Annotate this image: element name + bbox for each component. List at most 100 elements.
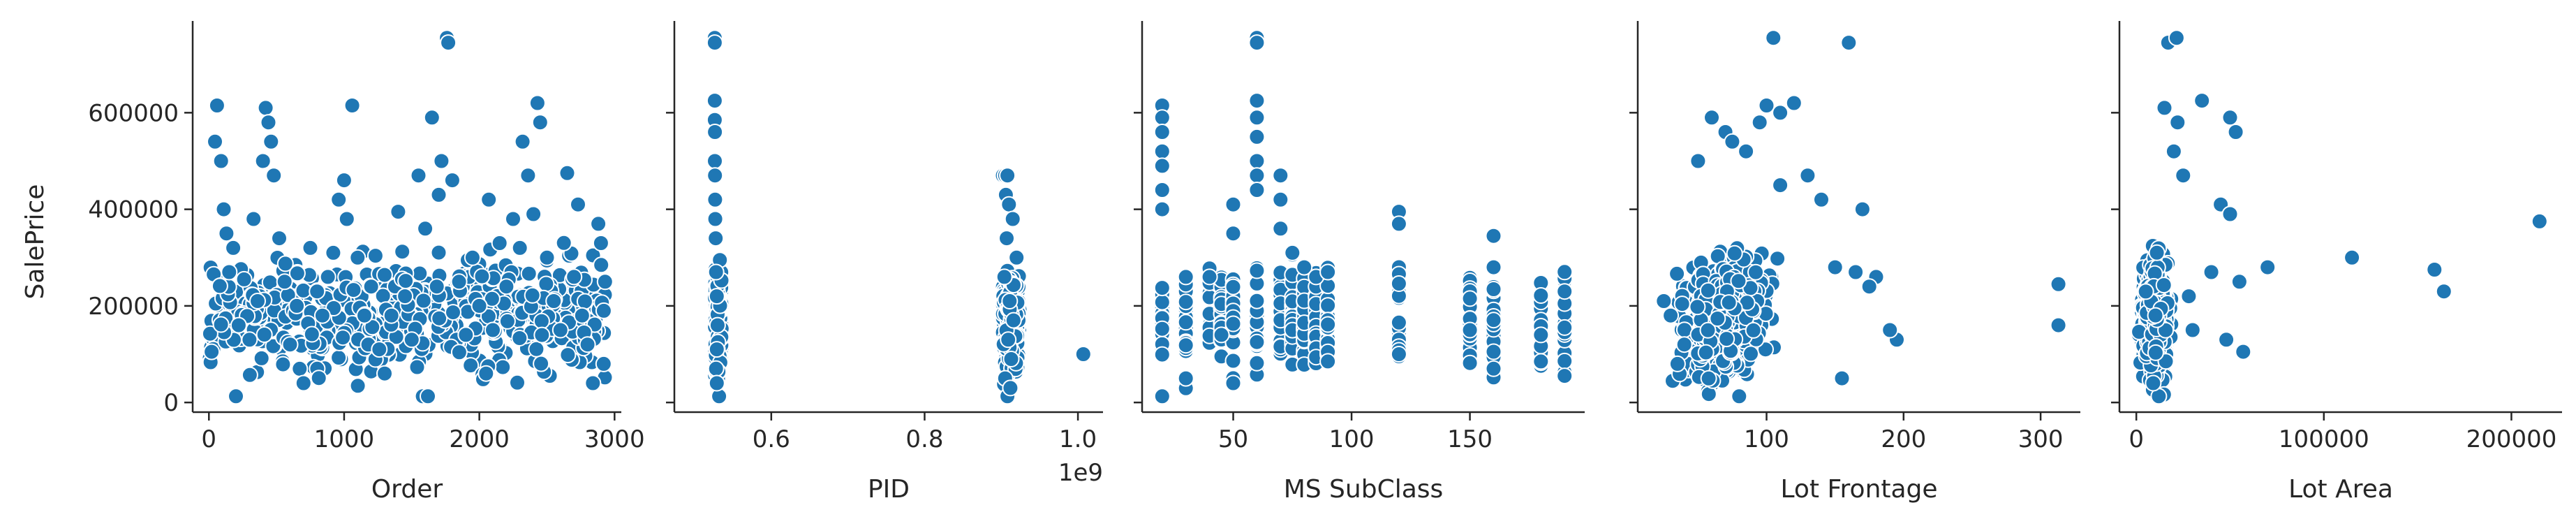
scatter-point	[1826, 258, 1844, 276]
scatter-point	[371, 341, 388, 358]
scatter-point	[545, 293, 563, 309]
scatter-point	[592, 235, 609, 251]
scatter-point	[595, 355, 612, 372]
scatter-point	[349, 249, 367, 266]
scatter-points	[706, 29, 1092, 405]
scatter-point	[1224, 352, 1242, 370]
scatter-point	[473, 268, 491, 285]
scatter-point	[595, 302, 612, 319]
scatter-point	[2147, 307, 2164, 324]
scatter-point	[208, 97, 225, 114]
scatter-point	[256, 326, 273, 343]
scatter-point	[1697, 344, 1715, 361]
scatter-point	[596, 273, 614, 291]
scatter-point	[1853, 200, 1871, 218]
scatter-panel-2: 0.6 0.8 1.0 1e9 PID	[666, 21, 1103, 504]
scatter-point	[1248, 152, 1266, 170]
scatter-point	[228, 388, 244, 405]
y-tick-label: 400000	[88, 196, 179, 224]
scatter-point	[235, 270, 253, 288]
scatter-point	[345, 282, 362, 299]
scatter-point	[519, 167, 537, 184]
scatter-point	[1556, 319, 1574, 336]
scatter-point	[1177, 314, 1194, 331]
scatter-point	[552, 321, 569, 339]
scatter-point	[707, 230, 725, 247]
scatter-point	[1556, 367, 1574, 385]
scatter-point	[706, 124, 724, 140]
scatter-point	[274, 356, 292, 373]
x-tick-label: 100	[1329, 425, 1375, 453]
scatter-point	[2156, 99, 2173, 117]
scatter-point	[1248, 34, 1266, 52]
scatter-point	[2531, 212, 2548, 230]
scatter-point	[430, 186, 447, 203]
scatter-point	[706, 92, 723, 110]
scatter-point	[265, 167, 283, 184]
scatter-point	[2180, 288, 2198, 305]
scatter-point	[254, 152, 272, 170]
scatter-point	[1485, 343, 1502, 360]
scatter-point	[445, 304, 461, 321]
scatter-point	[2175, 167, 2192, 184]
scatter-point	[1461, 354, 1479, 372]
scatter-point	[1001, 293, 1019, 309]
x-tick-label: 100000	[2279, 425, 2369, 453]
x-tick-label: 200	[1881, 425, 1926, 453]
scatter-point	[559, 346, 577, 364]
scatter-point	[218, 225, 235, 242]
scatter-point	[376, 266, 393, 284]
scatter-point	[1532, 326, 1550, 344]
scatter-point	[431, 309, 448, 327]
x-tick-label: 1000	[314, 425, 375, 453]
y-axis-label: SalePrice	[21, 184, 50, 300]
scatter-point	[253, 349, 270, 367]
scatter-point	[706, 167, 724, 184]
scatter-point	[1485, 258, 1502, 276]
scatter-point	[1177, 370, 1194, 387]
scatter-point	[2050, 316, 2067, 334]
scatter-point	[1390, 215, 1407, 233]
scatter-panel-1: 0 200000 400000 600000 0 1000 2000 3000 Order	[88, 21, 645, 504]
scatter-point	[1689, 298, 1706, 316]
x-axis-label: Lot Frontage	[1780, 475, 1937, 504]
scatter-point	[394, 243, 411, 261]
scatter-point	[706, 210, 724, 228]
scatter-point	[1248, 354, 1266, 372]
scatter-point	[528, 94, 546, 112]
scatter-points	[1655, 29, 2067, 405]
scatter-point	[533, 326, 551, 344]
x-tick-label: 0	[201, 425, 216, 453]
scatter-point	[1668, 265, 1686, 282]
scatter-point	[1224, 315, 1242, 333]
scatter-point	[471, 297, 488, 314]
scatter-point	[706, 191, 724, 208]
scatter-point	[390, 203, 407, 221]
scatter-point	[498, 278, 515, 295]
scatter-point	[1731, 388, 1748, 405]
scatter-point	[1813, 191, 1830, 208]
scatter-point	[2145, 374, 2162, 392]
scatter-point	[1675, 321, 1693, 339]
scatter-point	[514, 133, 531, 150]
scatter-point	[1703, 109, 1720, 126]
scatter-point	[1000, 196, 1018, 213]
scatter-point	[1726, 244, 1743, 262]
scatter-point	[1655, 293, 1673, 309]
scatter-point	[230, 316, 247, 334]
x-tick-label: 150	[1447, 425, 1493, 453]
scatter-point	[433, 152, 450, 170]
scatter-point	[262, 133, 280, 150]
scatter-point	[1248, 292, 1266, 309]
scatter-point	[281, 336, 299, 353]
scatter-point	[1248, 182, 1266, 198]
scatter-point	[260, 114, 277, 131]
scatter-point	[302, 239, 319, 256]
scatter-point	[483, 290, 501, 307]
scatter-point	[478, 365, 495, 382]
scatter-point	[1668, 355, 1686, 372]
scatter-point	[1772, 177, 1789, 194]
scatter-point	[1461, 321, 1479, 339]
scatter-point	[1738, 143, 1755, 160]
